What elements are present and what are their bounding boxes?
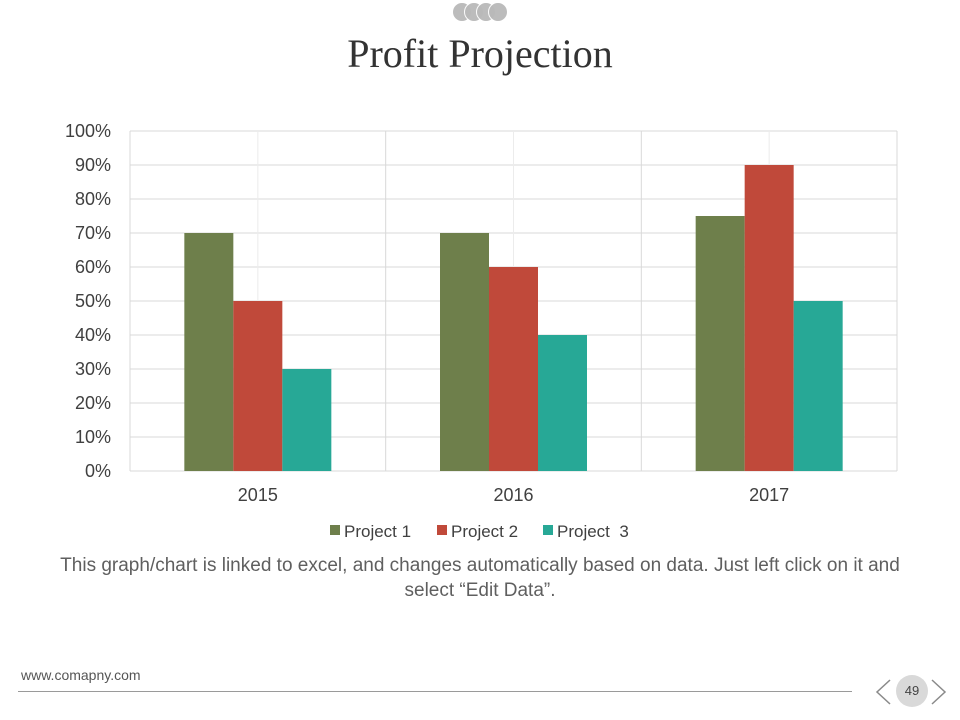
- legend-label: Project 3: [557, 522, 629, 541]
- bar-project-1-2016[interactable]: [440, 233, 489, 471]
- decorative-circles: [452, 2, 508, 22]
- chart-legend: Project 1 Project 2 Project 3: [330, 522, 629, 541]
- y-tick-label: 50%: [75, 291, 111, 311]
- page-number: 49: [896, 675, 928, 707]
- y-tick-label: 40%: [75, 325, 111, 345]
- bar-project-3-2015[interactable]: [282, 369, 332, 471]
- y-tick-label: 0%: [85, 461, 111, 481]
- website-url[interactable]: www.comapny.com: [21, 667, 141, 683]
- y-tick-label: 90%: [75, 155, 111, 175]
- y-axis-ticks: 0% 10% 20% 30% 40% 50% 60% 70% 80% 90% 100%: [65, 121, 111, 481]
- legend-swatch: [330, 525, 340, 535]
- y-tick-label: 70%: [75, 223, 111, 243]
- bar-project-2-2015[interactable]: [233, 301, 283, 471]
- x-axis-ticks: 2015 2016 2017: [238, 485, 789, 505]
- bar-project-3-2016[interactable]: [538, 335, 587, 471]
- legend-swatch: [543, 525, 553, 535]
- chevron-left-icon[interactable]: [874, 678, 892, 706]
- chart-bars: [184, 165, 843, 471]
- y-tick-label: 30%: [75, 359, 111, 379]
- legend-label: Project 2: [451, 522, 518, 541]
- x-tick-label: 2016: [493, 485, 533, 505]
- bar-project-2-2017[interactable]: [744, 165, 794, 471]
- chevron-right-icon[interactable]: [930, 678, 948, 706]
- y-tick-label: 80%: [75, 189, 111, 209]
- chart-caption: This graph/chart is linked to excel, and…: [60, 555, 900, 601]
- footer-divider: [18, 691, 852, 692]
- y-tick-label: 20%: [75, 393, 111, 413]
- slide-title: Profit Projection: [347, 31, 613, 76]
- y-tick-label: 60%: [75, 257, 111, 277]
- x-tick-label: 2015: [238, 485, 278, 505]
- bar-project-3-2017[interactable]: [793, 301, 843, 471]
- x-tick-label: 2017: [749, 485, 789, 505]
- legend-label: Project 1: [344, 522, 411, 541]
- y-tick-label: 100%: [65, 121, 111, 141]
- circle-shape: [488, 2, 508, 22]
- bar-project-1-2017[interactable]: [695, 216, 745, 471]
- bar-project-2-2016[interactable]: [489, 267, 538, 471]
- bar-project-1-2015[interactable]: [184, 233, 234, 471]
- y-tick-label: 10%: [75, 427, 111, 447]
- legend-swatch: [437, 525, 447, 535]
